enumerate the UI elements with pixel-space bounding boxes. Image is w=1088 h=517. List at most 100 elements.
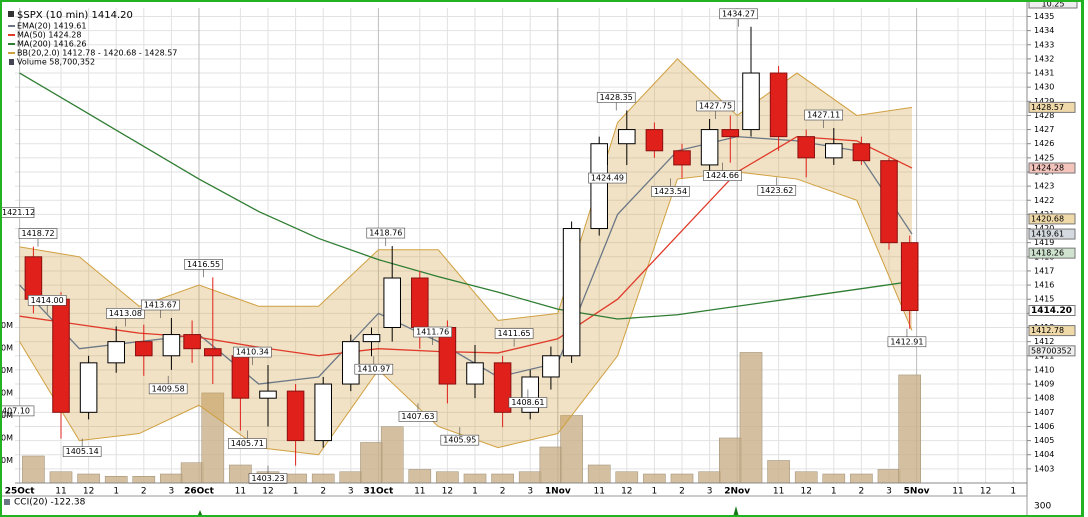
price-marker-box [1028,101,1076,113]
x-tick-label: 11 [235,487,246,497]
legend-swatch [9,59,14,65]
y-tick-label: 1425 [1034,153,1054,162]
annotation-label: 1427.11 [807,111,840,120]
legend-icon [8,11,14,17]
annotation-label: 1409.58 [152,384,185,393]
x-tick-label: 1 [293,487,299,497]
volume-bar [180,462,204,484]
volume-bar [229,464,252,484]
volume-bar [587,464,611,484]
y-tick-label: 1407 [1034,408,1054,417]
y-tick-label: 1435 [1034,12,1054,21]
annotation-box [184,259,223,270]
candle-body [79,362,98,413]
volume-bar [104,475,128,484]
y-tick-label: 1429 [1034,97,1054,106]
volume-bar [49,471,73,484]
volume-bar [22,455,45,484]
annotation-box [596,92,636,103]
price-marker-label: 1418.26 [1031,249,1064,258]
volume-bar [767,460,790,484]
top-marker: 10.25 [1042,0,1065,9]
annotation-box [651,186,690,197]
volume-bar [643,473,666,484]
volume-tick-label: 0M [1,343,13,352]
x-tick-label: 2 [679,487,685,497]
candle-body [721,129,740,138]
volume-bar [698,471,721,484]
volume-bar [132,475,156,484]
annotation-label: 1405.71 [231,439,264,448]
cci-tick-label: 300 [1034,502,1051,512]
annotation-layer: 1418.72 1414.00 1405.14 1413.08 1409.58 1413.… [0,8,927,484]
annotation-box [413,326,452,338]
candle-body [852,143,871,162]
annotation-label: 1410.34 [236,348,269,357]
y-tick-label: 1405 [1034,436,1054,445]
candle-layer [24,26,919,466]
left-marker-label: 1421.12 [2,208,35,217]
x-tick-label: 1Nov [545,487,571,497]
volume-bar [380,426,404,484]
annotation-box [508,397,548,408]
y-tick-label: 1404 [1034,450,1054,459]
candle-body [645,129,664,152]
x-tick-label: 1 [652,487,658,497]
annotation-label: 1414.00 [31,296,64,305]
volume-bar [539,446,563,484]
x-tick-label: 3 [886,487,892,497]
cci-panel [0,495,1028,517]
candle-body [880,160,898,244]
volume-bar [898,374,921,484]
annotation-label: 1424.49 [591,174,624,183]
y-tick-label: 1412 [1034,337,1054,346]
volume-bar [463,473,487,484]
y-tick-label: 1406 [1034,422,1054,431]
y-tick-label: 1416 [1034,281,1054,290]
annotation-label: 1418.72 [21,229,54,238]
candle-body [797,136,815,159]
candle-body [362,334,381,343]
annotation-box [887,336,927,348]
y-tick-label: 1432 [1034,54,1054,63]
candle-body [618,129,636,145]
candle-body [900,242,919,312]
annotation-label: 1407.63 [401,412,434,421]
x-tick-label: 26Oct [184,487,215,497]
legend-label: Volume 58,700,352 [17,58,95,67]
candle-body [24,256,43,300]
x-tick-label: 2 [320,487,326,497]
price-marker-box [1028,305,1076,317]
annotation-label: 1411.65 [498,329,531,338]
volume-bar [739,352,763,484]
volume-bar [491,473,514,484]
x-tick-label: 12 [83,487,94,497]
volume-bar [436,471,459,484]
annotation-box [354,363,394,375]
annotation-box [703,170,742,181]
candle-body [562,228,581,357]
y-tick-label: 1433 [1034,40,1054,49]
annotation-box [696,100,735,112]
volume-bar [360,442,383,484]
price-marker-box [1028,325,1076,337]
x-tick-label: 12 [262,487,273,497]
volume-marker-box [1028,345,1076,357]
y-tick-label: 1428 [1034,111,1054,120]
x-tick-label: 12 [621,487,632,497]
volume-bar [77,473,100,484]
volume-bar [408,469,432,484]
candle-body [183,334,201,350]
annotation-box [228,438,267,449]
price-marker-label: 1412.78 [1031,326,1064,335]
price-marker-box [1028,228,1076,240]
y-tick-label: 1426 [1034,139,1054,148]
price-marker-label: 1424.28 [1031,164,1064,173]
annotation-label: 1434.27 [722,9,755,18]
candle-body [107,341,125,364]
annotation-box [398,411,438,422]
cci-icon [4,499,10,505]
candle-body [314,383,332,442]
